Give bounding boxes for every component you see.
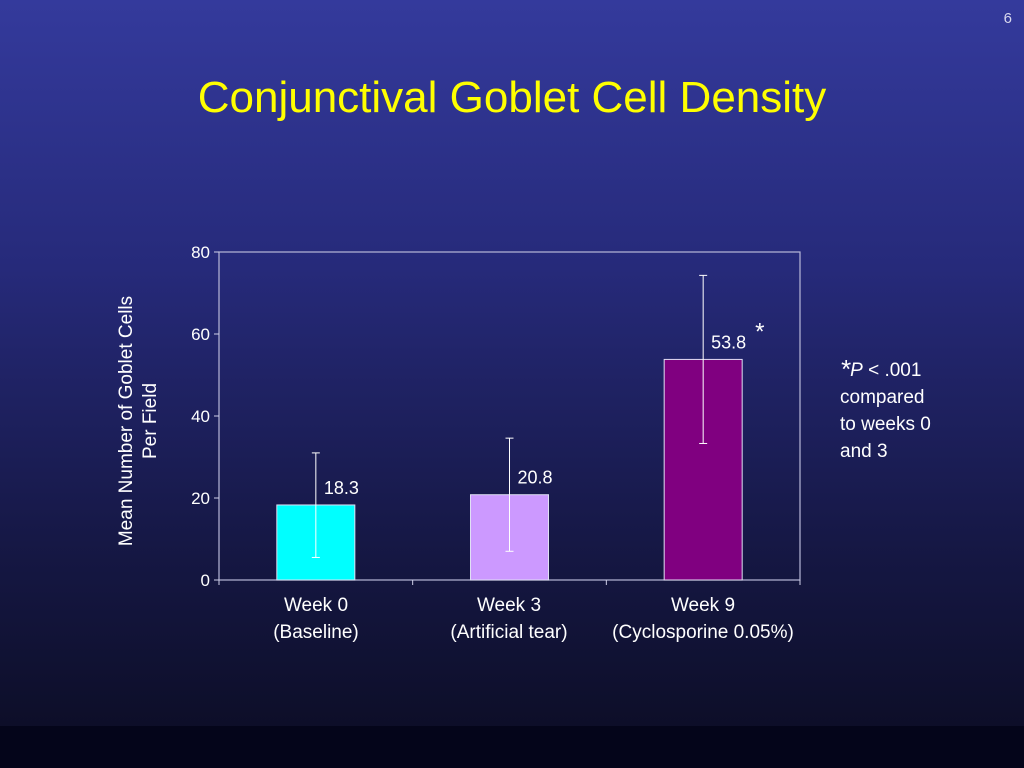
footnote-line4: and 3: [840, 441, 888, 462]
footnote-line2: compared: [840, 387, 925, 408]
y-tick-label-4: 80: [191, 243, 210, 262]
footnote-p: P: [850, 360, 863, 381]
y-tick-label-3: 60: [191, 325, 210, 344]
x-label-week-0: Week 0 (Baseline): [196, 592, 436, 646]
x-label-week-9: Week 9 (Cyclosporine 0.05%): [583, 592, 823, 646]
title-rest: Goblet Cell Density: [449, 73, 827, 122]
value-label-0: 18.3: [324, 478, 359, 498]
significance-star-2: *: [755, 318, 764, 345]
x-label-week-9-line1: Week 9: [670, 595, 736, 616]
footnote-line1: < .001: [862, 360, 922, 381]
footnote-line3: to weeks 0: [840, 414, 931, 435]
page-number: 6: [1003, 10, 1012, 27]
footnote-star: *: [840, 354, 851, 384]
value-label-1: 20.8: [518, 468, 553, 488]
x-label-week-3: Week 3 (Artificial tear): [389, 592, 629, 646]
y-tick-label-0: 0: [201, 571, 210, 590]
x-label-week-9-line2: (Cyclosporine 0.05%): [612, 622, 794, 643]
x-label-week-0-line2: (Baseline): [273, 622, 359, 643]
y-tick-label-2: 40: [191, 407, 210, 426]
x-label-week-3-line2: (Artificial tear): [450, 622, 568, 643]
x-label-week-3-line1: Week 3: [476, 595, 542, 616]
slide-title: Conjunctival Goblet Cell Density: [0, 72, 1024, 124]
value-label-2: 53.8: [711, 332, 746, 352]
significance-footnote: *P < .001 compared to weeks 0 and 3: [840, 356, 990, 465]
bottom-band: [0, 726, 1024, 768]
x-label-week-0-line1: Week 0: [283, 595, 349, 616]
title-highlight: Conjunctival: [197, 73, 438, 122]
y-tick-label-1: 20: [191, 489, 210, 508]
